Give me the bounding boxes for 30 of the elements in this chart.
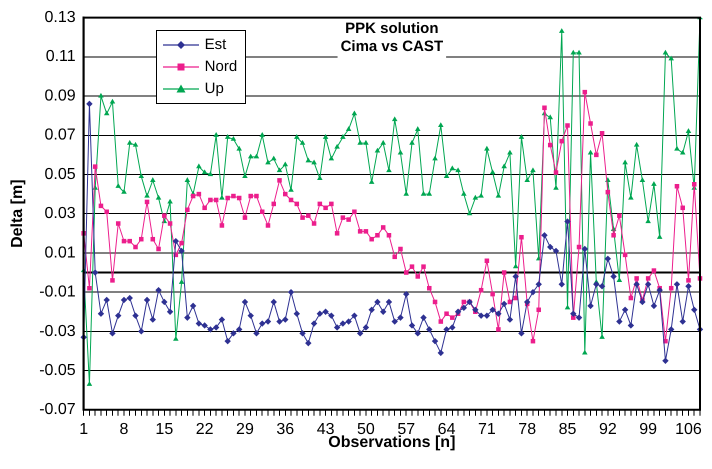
y-tick-label: 0.11 xyxy=(46,48,76,66)
chart-title: PPK solution xyxy=(345,20,439,38)
x-tick-label: 85 xyxy=(558,420,577,438)
x-tick-label: 8 xyxy=(120,420,129,438)
legend-label: Up xyxy=(204,80,224,98)
y-tick-label: 0.05 xyxy=(44,166,76,183)
x-tick-label: 106 xyxy=(675,420,702,438)
y-tick-label: 0.03 xyxy=(44,205,76,222)
x-tick-label: 99 xyxy=(639,420,658,438)
x-tick-label: 1 xyxy=(79,420,88,438)
y-tick-label: -0.01 xyxy=(39,284,76,301)
x-tick-label: 15 xyxy=(155,420,174,438)
y-tick-label: 0.09 xyxy=(44,87,76,104)
y-tick-label: -0.03 xyxy=(39,322,76,340)
x-tick-label: 71 xyxy=(478,420,496,438)
x-tick-label: 50 xyxy=(357,420,375,438)
y-tick-label: 0.07 xyxy=(44,126,76,144)
x-tick-label: 22 xyxy=(196,420,214,438)
y-tick-label: -0.07 xyxy=(39,401,76,418)
y-axis-title: Delta [m] xyxy=(9,179,26,248)
y-tick-label: -0.05 xyxy=(39,362,76,379)
text: Cima vs CAST xyxy=(340,38,444,56)
x-tick-label: 92 xyxy=(598,420,617,438)
legend-label: Est xyxy=(204,36,226,54)
y-tick-label: 0.01 xyxy=(44,244,76,262)
x-tick-label: 36 xyxy=(276,420,294,438)
legend-label: Nord xyxy=(204,58,238,76)
y-tick-label: 0.13 xyxy=(44,9,76,26)
x-tick-label: 29 xyxy=(236,420,254,438)
x-tick-label: 78 xyxy=(518,420,536,438)
